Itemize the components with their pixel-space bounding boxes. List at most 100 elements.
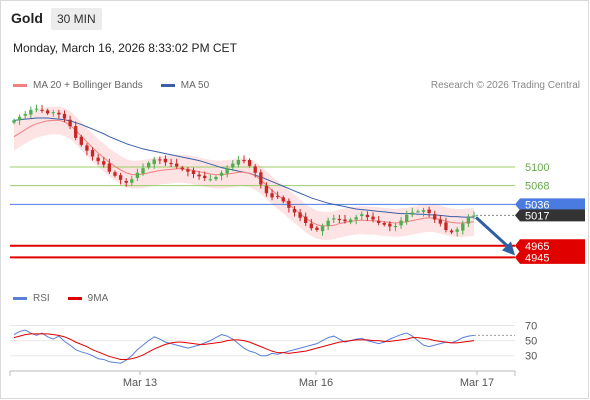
candle <box>433 214 437 220</box>
rsi-tick-70: 70 <box>525 321 537 333</box>
candle <box>354 217 358 220</box>
candle <box>287 200 291 208</box>
candle <box>90 150 95 157</box>
candle <box>236 160 241 165</box>
candle <box>405 214 409 222</box>
rsi-tick-50: 50 <box>525 336 537 348</box>
candle <box>399 220 403 226</box>
candle <box>146 162 151 168</box>
legend-label-ma50: MA 50 <box>180 80 210 91</box>
candle <box>315 227 319 230</box>
legend-label-ma20: MA 20 + Bollinger Bands <box>33 80 143 91</box>
candle <box>124 181 128 183</box>
candle <box>169 162 173 165</box>
candle <box>348 219 353 223</box>
interval-button[interactable]: 30 MIN <box>51 8 102 30</box>
candle <box>57 112 61 115</box>
candle <box>45 110 50 114</box>
candle <box>449 230 454 233</box>
candle <box>191 170 196 174</box>
candle <box>427 209 431 214</box>
legend-swatch-9ma <box>67 297 82 300</box>
legend-item-rsi: RSI <box>13 293 50 304</box>
level-label-5017: 5017 <box>525 210 549 222</box>
candle <box>141 168 145 174</box>
candle <box>270 193 274 198</box>
candle <box>225 168 229 174</box>
level-label-4965: 4965 <box>525 241 549 253</box>
candle <box>51 112 55 114</box>
candle <box>326 220 330 226</box>
candle <box>455 229 459 232</box>
research-credit: Research © 2026 Trading Central <box>430 80 580 91</box>
candle <box>23 113 27 116</box>
forecast-arrow-shaft <box>474 216 511 249</box>
candle <box>247 160 252 166</box>
candle <box>304 216 308 223</box>
level-label-4945: 4945 <box>525 252 549 264</box>
legend-swatch-rsi <box>13 297 27 300</box>
candle <box>320 225 325 232</box>
candle <box>175 163 179 167</box>
candle <box>12 120 16 123</box>
candle <box>410 212 414 215</box>
level-tag-5036 <box>515 198 585 211</box>
level-tag-4945 <box>515 250 585 264</box>
candle <box>197 174 201 177</box>
candle <box>337 218 342 221</box>
candle <box>68 119 72 127</box>
candle <box>74 126 78 138</box>
candle <box>79 136 83 145</box>
candle <box>332 218 336 220</box>
timestamp: Monday, March 16, 2026 8:33:02 PM CET <box>13 41 237 55</box>
candle <box>472 215 476 217</box>
price-legend: MA 20 + Bollinger Bands MA 50 <box>13 80 227 91</box>
candle <box>17 116 22 121</box>
candle <box>40 109 44 111</box>
x-tick-label: Mar 17 <box>460 377 494 389</box>
candle <box>264 185 269 194</box>
candle <box>275 196 280 198</box>
candle <box>231 163 235 168</box>
candle <box>416 211 420 213</box>
legend-item-ma20: MA 20 + Bollinger Bands <box>13 80 143 91</box>
candle <box>360 214 364 216</box>
candle <box>214 176 218 180</box>
candle <box>107 163 112 172</box>
candle <box>34 108 39 110</box>
candle <box>438 219 443 224</box>
candle <box>163 158 168 163</box>
candle <box>281 197 285 202</box>
x-tick-label: Mar 16 <box>299 377 333 389</box>
candle <box>62 113 67 119</box>
legend-swatch-ma20 <box>13 84 27 87</box>
level-label-5100: 5100 <box>525 162 549 174</box>
level-label-5036: 5036 <box>525 199 549 211</box>
candle <box>219 172 224 176</box>
candle <box>382 223 386 225</box>
candle <box>102 161 106 165</box>
candle <box>461 223 465 231</box>
candle <box>96 157 100 162</box>
candle <box>29 109 33 115</box>
candle <box>135 172 140 179</box>
level-label-5068: 5068 <box>525 181 549 193</box>
candle <box>180 167 184 170</box>
candle <box>292 209 297 213</box>
candle <box>130 179 134 183</box>
candle <box>158 159 162 161</box>
x-tick-label: Mar 13 <box>123 377 157 389</box>
candle <box>421 210 426 212</box>
rsi-tick-30: 30 <box>525 351 537 363</box>
rsi-legend: RSI 9MA <box>13 293 126 304</box>
candle <box>298 212 302 218</box>
candle <box>309 223 313 229</box>
candle <box>259 172 263 185</box>
candle <box>152 159 156 165</box>
legend-label-rsi: RSI <box>33 293 50 304</box>
candle <box>365 214 370 218</box>
legend-item-9ma: 9MA <box>67 293 108 304</box>
candle <box>253 166 257 173</box>
